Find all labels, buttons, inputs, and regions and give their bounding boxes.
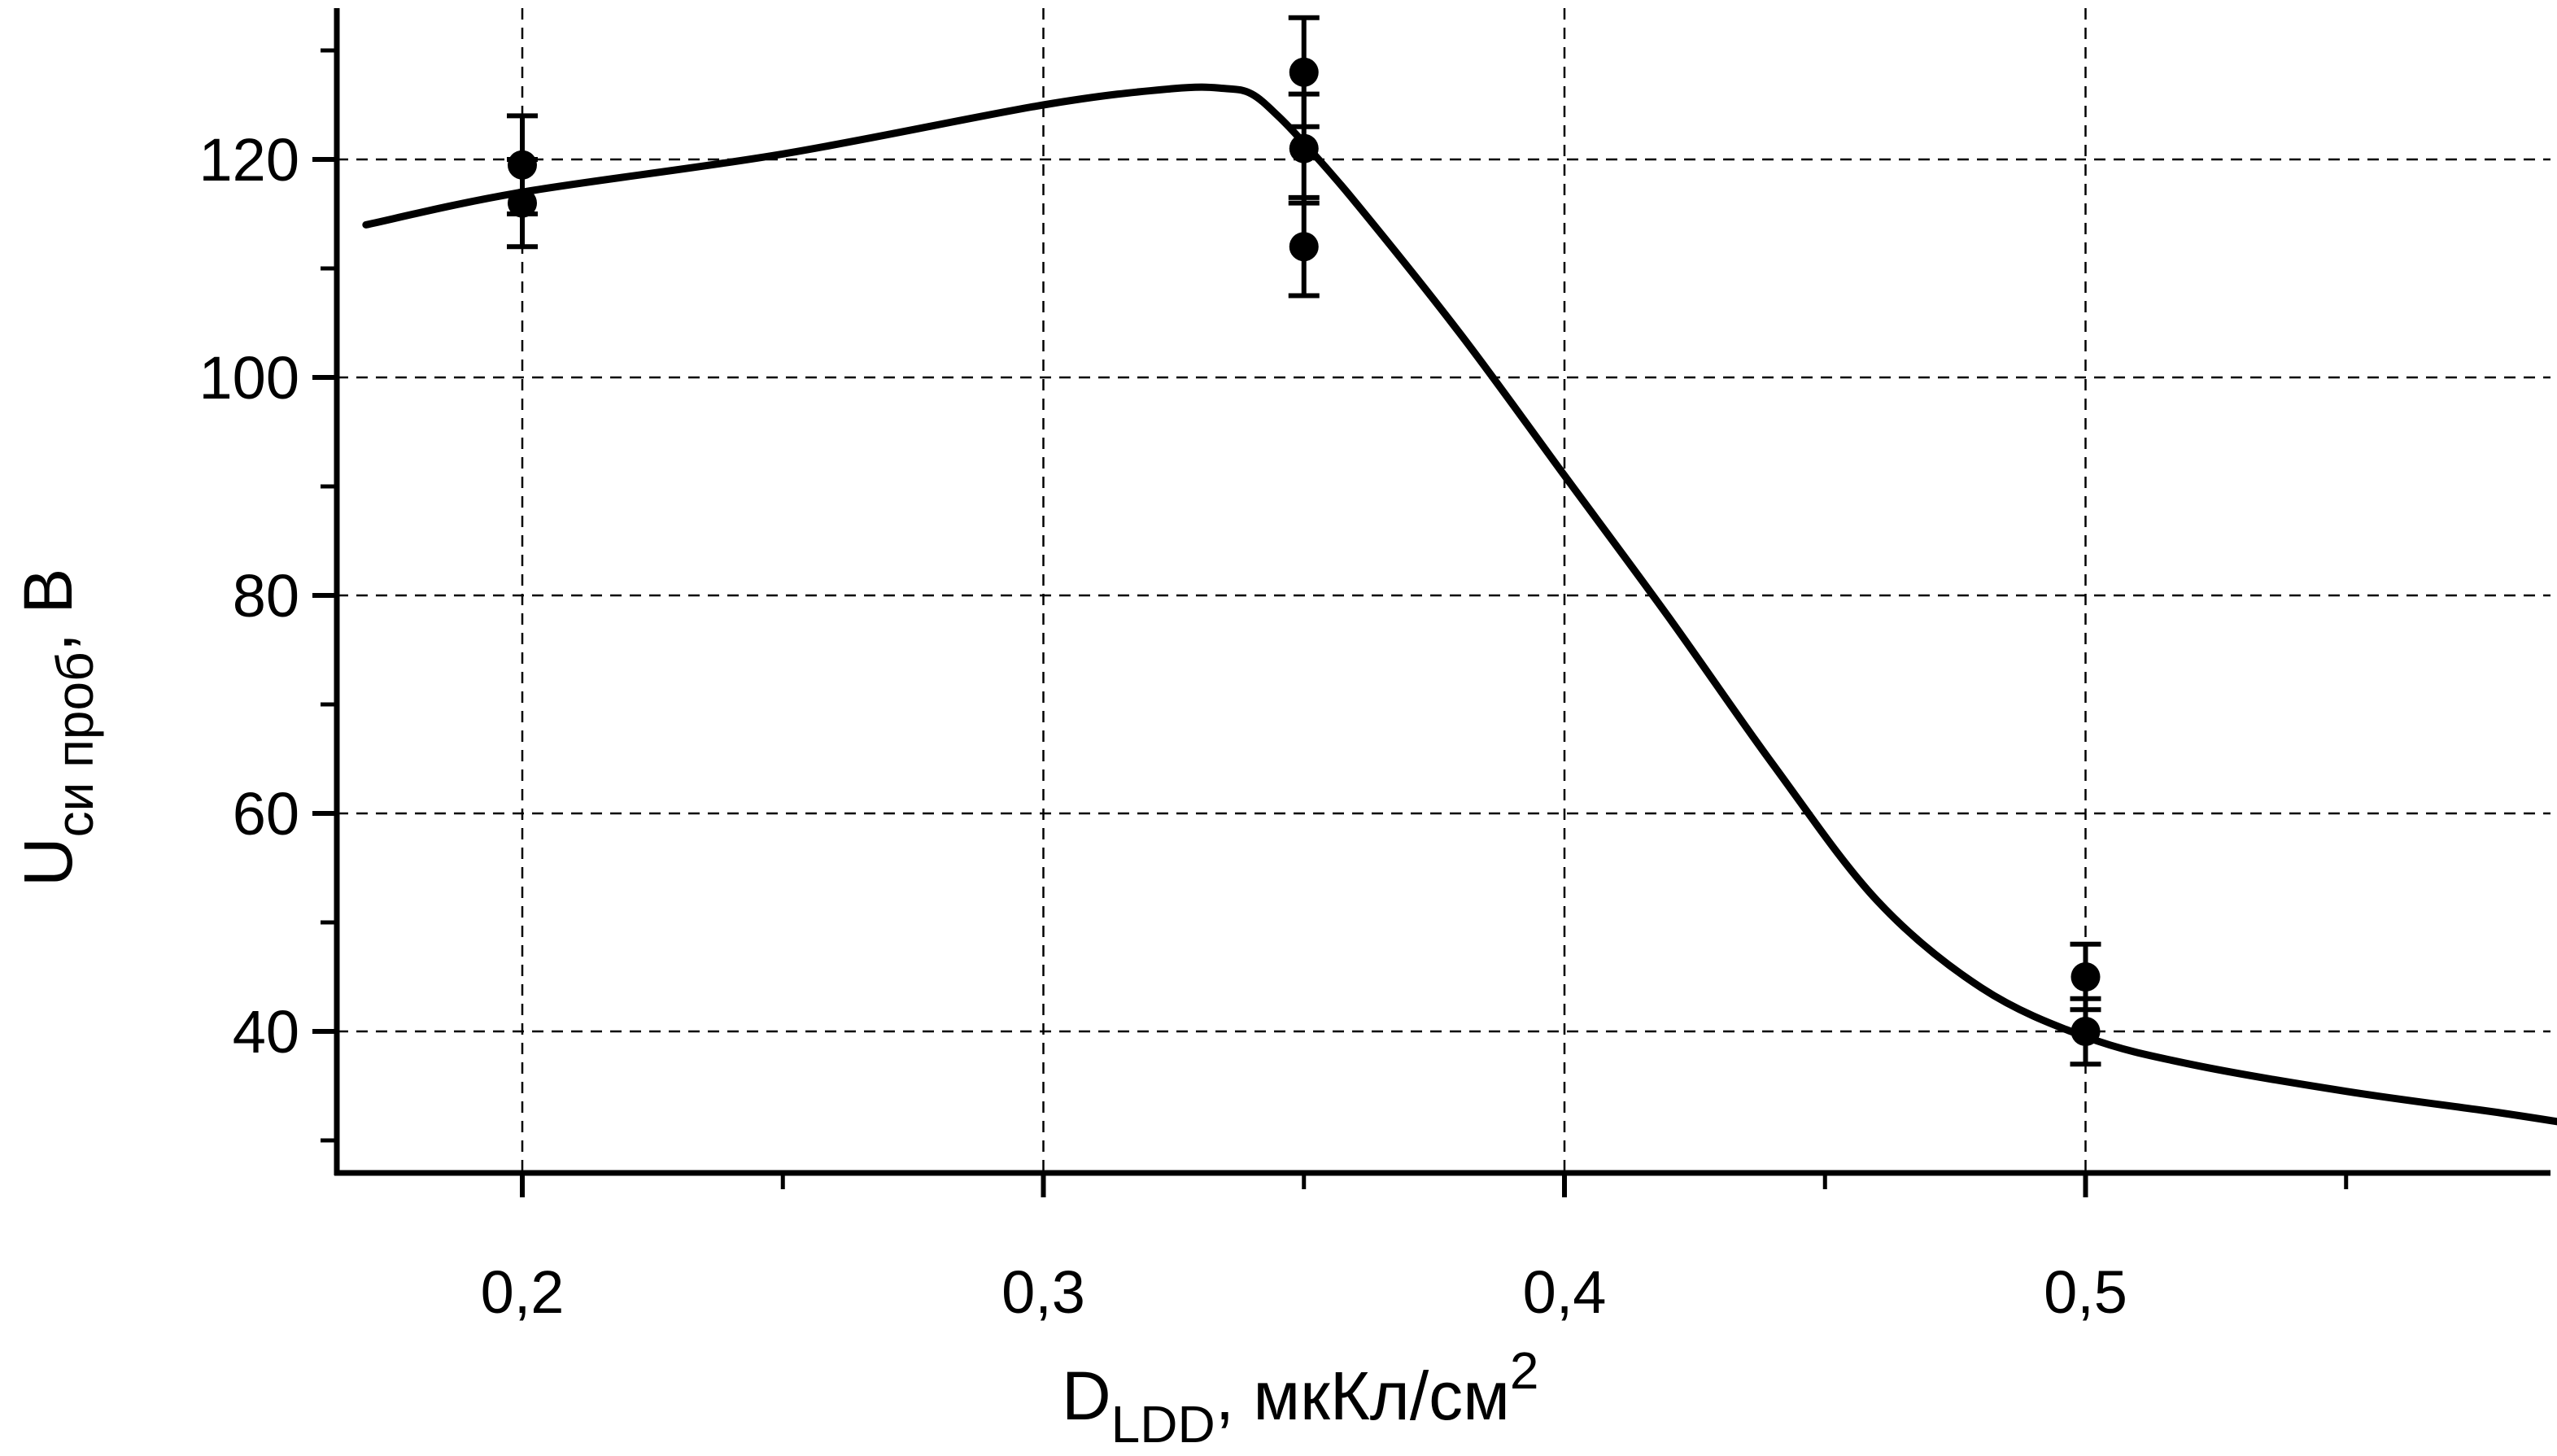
point-marker	[1289, 133, 1319, 163]
axes	[334, 8, 2550, 1176]
data-points-layer	[507, 15, 2101, 1067]
data-point	[1288, 194, 1320, 299]
y-tick-label: 40	[233, 998, 299, 1066]
data-point	[1288, 91, 1320, 206]
x-axis-title: DLDD, мкКл/см2	[1062, 1341, 1539, 1454]
point-marker	[2070, 962, 2101, 992]
x-tick-label: 0,2	[481, 1258, 565, 1326]
y-tick-label: 100	[199, 344, 299, 412]
y-tick-label: 80	[233, 562, 299, 630]
point-marker	[2070, 1017, 2101, 1046]
x-tick-label: 0,3	[1001, 1258, 1085, 1326]
fit-curve-layer	[362, 83, 2557, 1126]
y-axis-title: Uси проб, В	[10, 569, 104, 887]
data-point	[2070, 996, 2101, 1067]
point-marker	[1289, 232, 1319, 262]
fit-curve	[362, 83, 2557, 1126]
y-tick-label: 60	[233, 780, 299, 848]
y-tick-label: 120	[199, 126, 299, 194]
point-marker	[508, 188, 537, 218]
data-point	[507, 157, 538, 250]
ticks	[312, 48, 2349, 1197]
x-tick-label: 0,4	[1523, 1258, 1607, 1326]
point-marker	[1289, 57, 1319, 87]
x-tick-label: 0,5	[2044, 1258, 2127, 1326]
tick-labels: 0,20,30,40,50,6406080100120	[199, 126, 2127, 1326]
grid	[337, 8, 2550, 1173]
